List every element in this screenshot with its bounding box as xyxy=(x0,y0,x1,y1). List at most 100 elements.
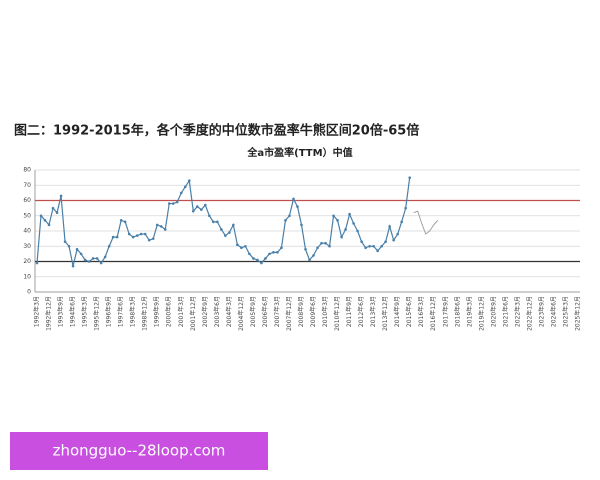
data-point xyxy=(336,219,339,222)
x-tick-label: 2025年3月 xyxy=(561,296,569,327)
data-point xyxy=(111,235,115,239)
data-point xyxy=(115,235,119,239)
data-point xyxy=(99,261,103,265)
x-tick-label: 2012年6月 xyxy=(357,296,365,327)
x-tick-label: 2019年3月 xyxy=(465,296,473,327)
x-tick-label: 2015年6月 xyxy=(405,296,413,327)
data-point xyxy=(312,254,315,257)
data-point xyxy=(296,205,299,208)
data-point xyxy=(260,261,263,265)
data-point xyxy=(91,257,95,260)
x-tick-label: 1995年3月 xyxy=(81,296,89,327)
x-tick-label: 2005年9月 xyxy=(249,296,257,327)
data-point xyxy=(87,260,91,263)
data-point xyxy=(300,223,303,227)
y-tick-label: 40 xyxy=(23,228,31,235)
x-tick-label: 2024年6月 xyxy=(549,296,557,327)
x-tick-label: 2007年3月 xyxy=(273,296,281,327)
x-tick-label: 1998年12月 xyxy=(141,296,149,331)
data-point xyxy=(360,240,363,243)
data-point xyxy=(404,206,407,210)
x-tick-label: 2011年9月 xyxy=(345,296,353,327)
x-tick-label: 2018年6月 xyxy=(453,296,461,327)
x-tick-label: 2001年12月 xyxy=(189,296,197,331)
x-tick-label: 2003年6月 xyxy=(213,296,221,327)
data-point xyxy=(51,206,55,210)
x-tick-label: 2010年3月 xyxy=(321,296,329,327)
data-point xyxy=(284,219,287,222)
data-point xyxy=(220,228,223,231)
data-point xyxy=(79,252,83,256)
data-point xyxy=(324,241,327,245)
x-tick-label: 2000年6月 xyxy=(165,296,173,327)
data-point xyxy=(67,244,71,248)
x-tick-label: 2016年12月 xyxy=(429,296,437,331)
data-point xyxy=(408,176,411,179)
x-tick-label: 2017年9月 xyxy=(441,296,449,327)
data-point xyxy=(244,244,247,248)
data-point xyxy=(208,214,211,218)
data-point xyxy=(139,232,143,236)
x-tick-label: 2013年3月 xyxy=(369,296,377,327)
data-point xyxy=(103,255,107,259)
data-point xyxy=(344,228,347,231)
data-point xyxy=(316,246,319,250)
data-point xyxy=(240,246,243,250)
x-tick-label: 1998年3月 xyxy=(129,296,137,327)
data-point xyxy=(167,202,171,205)
x-tick-label: 1992年3月 xyxy=(33,296,41,327)
y-tick-label: 10 xyxy=(23,273,31,280)
data-point xyxy=(304,248,307,251)
x-tick-label: 2022年3月 xyxy=(513,296,521,327)
data-point xyxy=(119,219,123,222)
data-point xyxy=(127,232,131,236)
data-point xyxy=(187,179,191,182)
data-point xyxy=(392,238,395,242)
x-tick-label: 1995年12月 xyxy=(93,296,101,331)
data-point xyxy=(252,257,255,260)
data-point xyxy=(276,251,279,254)
data-point xyxy=(175,200,179,204)
x-tick-label: 1994年6月 xyxy=(69,296,77,327)
data-point xyxy=(396,232,399,236)
watermark: zhongguo--28loop.com xyxy=(53,442,226,460)
x-tick-label: 1997年6月 xyxy=(117,296,125,327)
x-tick-label: 2016年3月 xyxy=(417,296,425,327)
data-point xyxy=(195,205,199,208)
data-point xyxy=(107,244,111,248)
data-point xyxy=(131,235,135,239)
data-point xyxy=(292,197,295,201)
x-tick-label: 1999年9月 xyxy=(153,296,161,327)
data-point xyxy=(376,249,379,253)
data-point xyxy=(328,244,331,248)
y-tick-label: 0 xyxy=(27,289,31,296)
data-point xyxy=(356,229,359,233)
data-point xyxy=(308,258,311,262)
data-point xyxy=(171,202,175,205)
heading: 图二：1992-2015年，各个季度的中位数市盈率牛熊区间20倍-65倍 xyxy=(14,123,419,139)
data-point xyxy=(163,228,167,231)
data-point xyxy=(123,220,127,224)
data-point xyxy=(400,220,403,224)
data-point xyxy=(384,240,387,243)
data-point xyxy=(380,244,383,248)
data-point xyxy=(264,257,267,260)
data-point xyxy=(135,234,139,237)
data-point xyxy=(340,235,343,239)
data-point xyxy=(43,219,47,222)
data-point xyxy=(151,237,155,240)
x-tick-label: 2020年9月 xyxy=(489,296,497,327)
data-point xyxy=(200,208,203,211)
data-point xyxy=(348,212,351,216)
x-tick-label: 2004年3月 xyxy=(225,296,233,327)
data-point xyxy=(155,223,159,227)
data-point xyxy=(95,257,99,260)
x-tick-label: 2002年9月 xyxy=(201,296,209,327)
x-tick-label: 1993年9月 xyxy=(57,296,65,327)
x-tick-label: 1996年9月 xyxy=(105,296,113,327)
x-tick-label: 2006年6月 xyxy=(261,296,269,327)
y-tick-label: 20 xyxy=(23,258,31,265)
data-point xyxy=(83,258,87,262)
data-point xyxy=(143,232,147,236)
